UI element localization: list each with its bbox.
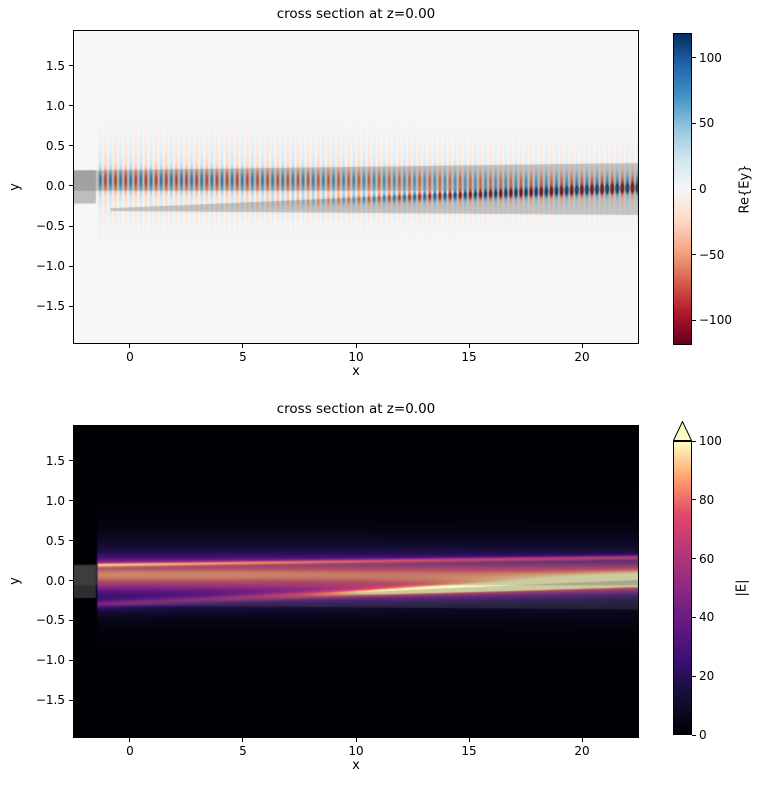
plot-title-top: cross section at z=0.00	[276, 6, 436, 22]
y-tick-mark	[69, 225, 73, 227]
x-tick-mark	[355, 738, 357, 742]
y-tick-label: −1.5	[35, 299, 65, 314]
colorbar-tick-label: 100	[699, 434, 722, 448]
x-tick-mark	[468, 344, 470, 348]
colorbar-tick-mark	[692, 122, 696, 124]
plot-area-top	[73, 30, 639, 344]
y-tick-mark	[69, 145, 73, 147]
x-tick-label: 20	[574, 350, 590, 364]
colorbar-tick-mark	[692, 734, 696, 736]
y-tick-mark	[69, 659, 73, 661]
colorbar-tick-label: 80	[699, 492, 715, 507]
x-tick-label: 0	[126, 350, 134, 364]
x-tick-mark	[129, 738, 131, 742]
x-tick-mark	[355, 344, 357, 348]
ey-field-heatmap	[74, 31, 638, 343]
y-tick-label: −1.5	[35, 693, 65, 708]
plot-area-bottom	[73, 425, 639, 738]
x-tick-label: 20	[574, 744, 590, 758]
colorbar-tick-label: 60	[699, 551, 715, 566]
colorbar-extend-arrow	[673, 421, 692, 441]
x-tick-label: 0	[126, 744, 134, 758]
colorbar-tick-mark	[692, 319, 696, 321]
y-tick-label: −1.0	[35, 259, 65, 274]
colorbar-re-ey	[673, 33, 692, 345]
y-tick-label: −0.5	[35, 219, 65, 234]
y-tick-label: 1.0	[45, 98, 65, 113]
colorbar-label-e-mag: |E|	[734, 579, 750, 597]
x-tick-label: 15	[461, 744, 477, 758]
y-tick-mark	[69, 265, 73, 267]
y-tick-mark	[69, 540, 73, 542]
y-tick-label: −0.5	[35, 613, 65, 628]
colorbar-tick-label: 0	[699, 182, 707, 196]
colorbar-tick-label: 20	[699, 669, 715, 684]
colorbar-tick-label: 100	[699, 50, 722, 65]
plot-title-bottom: cross section at z=0.00	[276, 401, 436, 417]
colorbar-tick-mark	[692, 558, 696, 560]
colorbar-label-re-ey: Re{Ey}	[737, 164, 753, 214]
y-tick-mark	[69, 699, 73, 701]
x-tick-label: 10	[348, 350, 364, 364]
y-tick-mark	[69, 105, 73, 107]
x-tick-label: 10	[348, 744, 364, 758]
y-tick-label: 1.5	[45, 453, 65, 468]
x-axis-label-bottom: x	[352, 758, 360, 773]
y-tick-label: 1.5	[45, 58, 65, 73]
y-tick-label: 0.0	[45, 178, 65, 193]
y-tick-mark	[69, 500, 73, 502]
colorbar-tick-label: 40	[699, 610, 715, 625]
colorbar-gradient-re-ey	[674, 34, 691, 344]
y-tick-label: 0.0	[45, 573, 65, 588]
x-tick-mark	[468, 738, 470, 742]
y-tick-mark	[69, 185, 73, 187]
colorbar-tick-mark	[692, 57, 696, 59]
colorbar-tick-mark	[692, 188, 696, 190]
x-tick-label: 5	[239, 744, 247, 758]
colorbar-tick-label: −50	[699, 247, 725, 262]
x-tick-label: 5	[239, 350, 247, 364]
colorbar-tick-label: −100	[699, 313, 732, 328]
colorbar-tick-label: 0	[699, 728, 707, 742]
x-tick-label: 15	[461, 350, 477, 364]
y-tick-label: 0.5	[45, 533, 65, 548]
x-tick-mark	[581, 738, 583, 742]
colorbar-tick-mark	[692, 499, 696, 501]
x-tick-mark	[242, 344, 244, 348]
colorbar-e-mag	[673, 441, 692, 735]
colorbar-tick-label: 50	[699, 116, 715, 131]
e-magnitude-heatmap	[74, 426, 638, 737]
colorbar-tick-mark	[692, 616, 696, 618]
colorbar-tick-mark	[692, 675, 696, 677]
y-tick-label: 0.5	[45, 138, 65, 153]
y-tick-mark	[69, 619, 73, 621]
colorbar-gradient-e-mag	[674, 442, 691, 734]
y-tick-mark	[69, 460, 73, 462]
x-tick-mark	[242, 738, 244, 742]
colorbar-tick-mark	[692, 440, 696, 442]
x-tick-mark	[581, 344, 583, 348]
y-tick-mark	[69, 305, 73, 307]
y-tick-label: 1.0	[45, 493, 65, 508]
colorbar-tick-mark	[692, 254, 696, 256]
y-tick-mark	[69, 580, 73, 581]
y-tick-mark	[69, 65, 73, 67]
x-tick-mark	[129, 344, 131, 348]
x-axis-label-top: x	[352, 364, 360, 379]
y-axis-label-top: y	[7, 183, 23, 191]
y-tick-label: −1.0	[35, 653, 65, 668]
y-axis-label-bottom: y	[7, 577, 23, 585]
